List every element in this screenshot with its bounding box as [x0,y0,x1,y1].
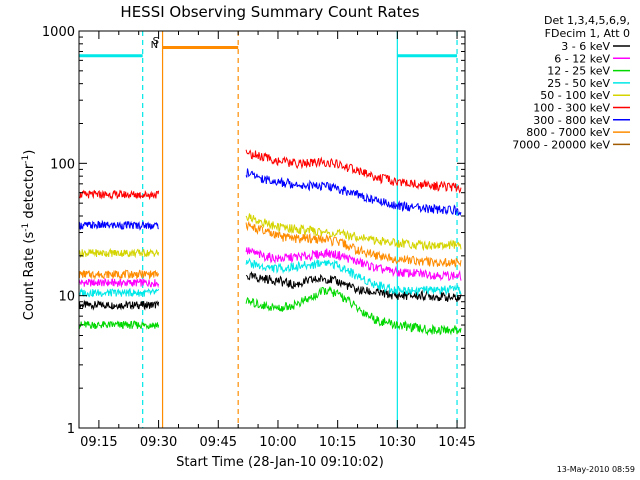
legend-entry-label: 12 - 25 keV [547,65,610,78]
legend-entry-label: 7000 - 20000 keV [512,138,610,151]
y-tick-label: 10 [58,290,75,305]
plot-frame [78,30,466,429]
series-line-pre [78,219,159,231]
series-line-pre [78,269,160,281]
x-tick-label: 09:45 [200,435,237,450]
annotation-n: N [151,40,158,51]
legend-entry-label: 25 - 50 keV [547,77,610,90]
x-tick-label: 09:30 [140,435,177,450]
y-axis-label: Count Rate (s-1 detector-1) [21,150,37,321]
series-line-post [245,213,462,252]
x-axis-label: Start Time (28-Jan-10 09:10:02) [176,455,384,470]
x-tick-label: 09:15 [80,435,117,450]
legend-header-line-1: Det 1,3,4,5,6,9, [544,14,630,27]
series-line-pre [78,189,160,201]
series-line-pre [78,287,160,298]
series-line-post [245,149,462,194]
y-axis: 1 10 100 1000 [42,25,465,437]
legend-entry-label: 6 - 12 keV [554,52,610,65]
y-tick-label: 1000 [42,25,75,40]
series-line-post [245,220,462,268]
y-tick-label: 1 [67,422,75,437]
series-line-pre [78,320,160,330]
legend-entry-label: 3 - 6 keV [561,40,610,53]
series-line-post [245,285,462,336]
x-tick-label: 10:00 [259,435,296,450]
series-line-pre [78,247,160,259]
y-tick-label: 100 [50,157,75,172]
annotation-s: S [153,36,159,47]
legend-entry-label: 100 - 300 keV [533,102,610,115]
series-line-post [245,257,462,297]
series-line-pre [78,299,160,311]
legend-entry-label: 800 - 7000 keV [526,126,610,139]
legend-header-line-2: FDecim 1, Att 0 [545,27,630,40]
legend-entry-label: 300 - 800 keV [533,114,610,127]
x-tick-label: 10:15 [319,435,356,450]
generation-timestamp: 13-May-2010 08:59 [557,465,635,474]
series-line-pre [78,277,160,289]
series-line-post [245,271,462,303]
x-axis: 09:15 09:30 09:45 10:00 10:15 10:30 10:45 [78,31,476,450]
plot-area: NS [78,31,462,428]
series-line-post [245,247,462,282]
x-tick-label: 10:45 [438,435,475,450]
chart-title: HESSI Observing Summary Count Rates [120,3,419,21]
series-line-post [245,168,462,217]
legend-entry-label: 50 - 100 keV [540,89,610,102]
legend: Det 1,3,4,5,6,9, FDecim 1, Att 0 3 - 6 k… [512,14,630,151]
x-tick-label: 10:30 [379,435,416,450]
